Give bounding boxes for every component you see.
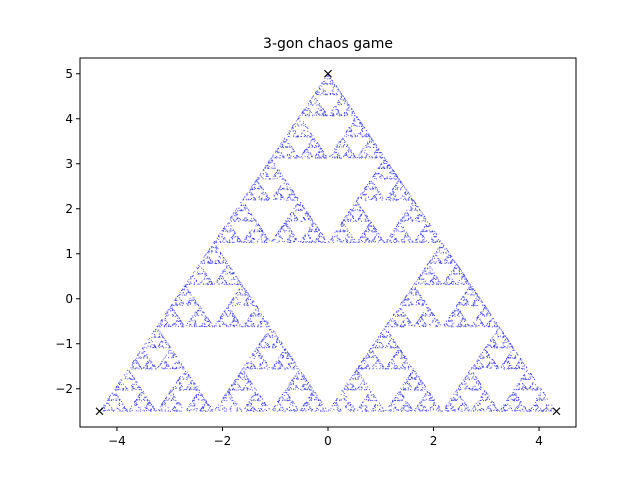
x-tick-label: 4 — [535, 434, 543, 448]
y-tick-label: 0 — [65, 292, 73, 306]
x-axis-ticks: −4 −2 0 2 4 — [108, 427, 543, 448]
x-tick-label: −4 — [108, 434, 126, 448]
points-layer — [99, 74, 555, 412]
x-tick-label: 2 — [430, 434, 438, 448]
chaos-game-points — [99, 74, 555, 412]
y-tick-label: 3 — [65, 157, 73, 171]
vertex-marker — [552, 407, 561, 416]
y-tick-label: −1 — [55, 337, 73, 351]
y-axis-ticks: −2 −1 0 1 2 3 4 5 — [55, 67, 80, 396]
y-tick-label: 1 — [65, 247, 73, 261]
x-tick-label: 0 — [324, 434, 332, 448]
y-tick-label: 4 — [65, 112, 73, 126]
vertex-markers — [95, 69, 561, 416]
vertex-marker — [95, 407, 104, 416]
chart-title: 3-gon chaos game — [263, 36, 393, 52]
vertex-marker — [324, 69, 332, 78]
y-tick-label: 5 — [65, 67, 73, 81]
y-tick-label: −2 — [55, 382, 73, 396]
y-tick-label: 2 — [65, 202, 73, 216]
x-tick-label: −2 — [214, 434, 232, 448]
